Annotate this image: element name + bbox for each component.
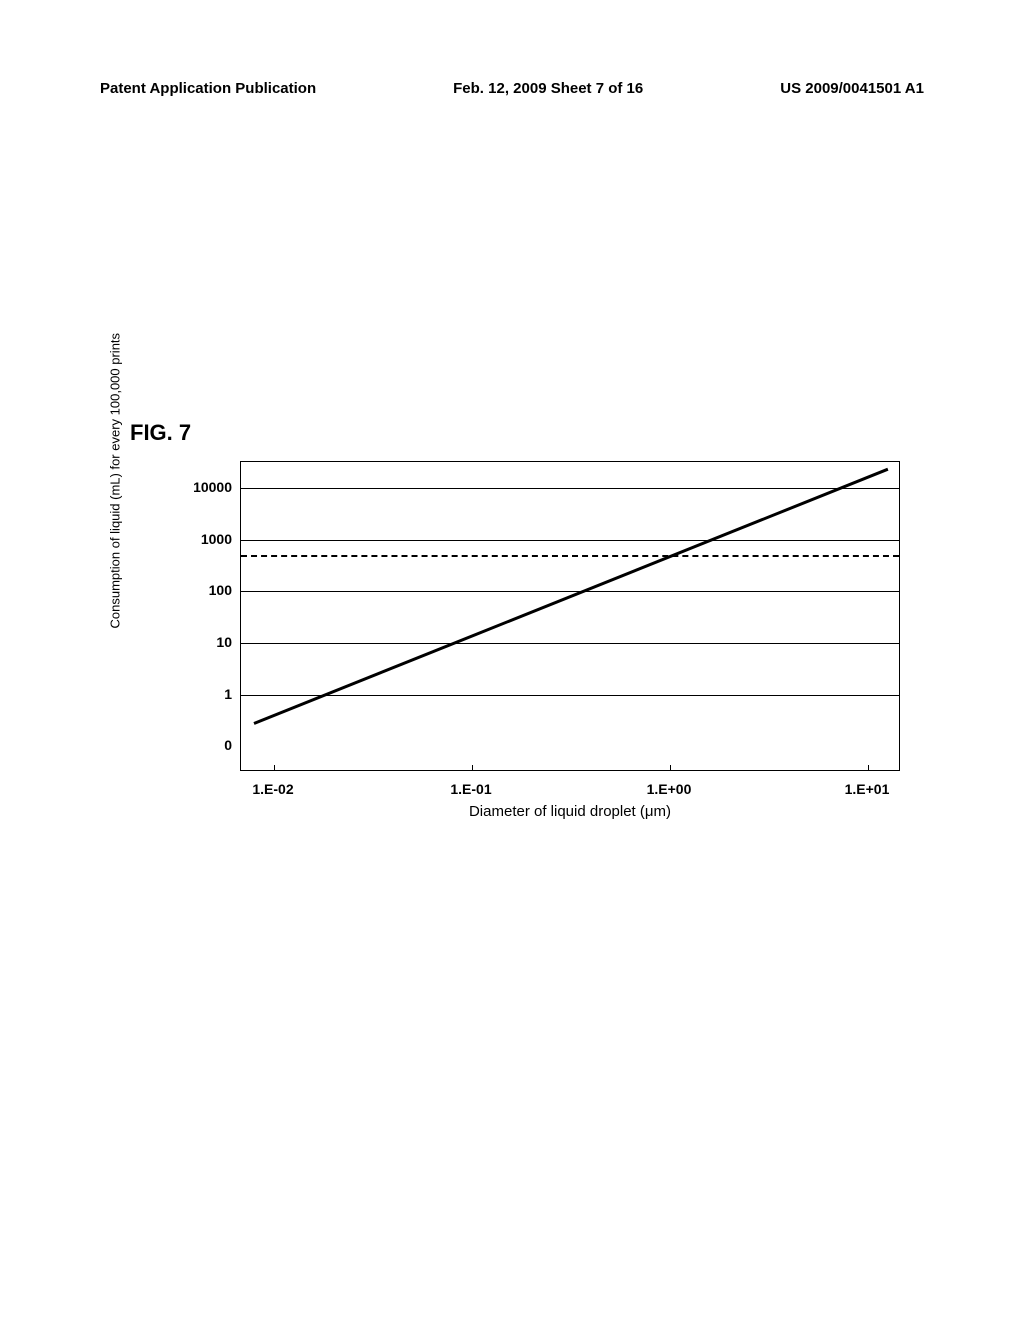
gridline: [241, 488, 899, 489]
plot-area: Diameter of liquid droplet (μm): [240, 461, 900, 771]
x-axis-label: Diameter of liquid droplet (μm): [469, 803, 671, 820]
header-right: US 2009/0041501 A1: [780, 80, 924, 97]
page-header: Patent Application Publication Feb. 12, …: [0, 80, 1024, 97]
x-tick-label: 1.E-02: [252, 781, 293, 797]
y-tick-label: 1: [224, 686, 232, 702]
x-tick-mark: [274, 765, 275, 771]
x-tick-mark: [670, 765, 671, 771]
gridline: [241, 540, 899, 541]
gridline: [241, 591, 899, 592]
y-tick-label: 100: [209, 582, 232, 598]
y-tick-label: 10000: [193, 479, 232, 495]
x-tick-label: 1.E-01: [450, 781, 491, 797]
y-tick-label: 0: [224, 737, 232, 753]
x-tick-mark: [472, 765, 473, 771]
gridline: [241, 695, 899, 696]
figure-title: FIG. 7: [130, 420, 930, 446]
x-tick-label: 1.E+01: [845, 781, 890, 797]
header-left: Patent Application Publication: [100, 80, 316, 97]
y-tick-label: 1000: [201, 531, 232, 547]
x-tick-mark: [868, 765, 869, 771]
header-center: Feb. 12, 2009 Sheet 7 of 16: [453, 80, 643, 97]
y-tick-label: 10: [216, 634, 232, 650]
y-axis-label: Consumption of liquid (mL) for every 100…: [108, 333, 123, 629]
gridline: [241, 643, 899, 644]
x-tick-label: 1.E+00: [647, 781, 692, 797]
figure-container: FIG. 7 Consumption of liquid (mL) for ev…: [130, 420, 930, 831]
data-line: [254, 468, 889, 725]
chart: Consumption of liquid (mL) for every 100…: [130, 451, 930, 831]
reference-line: [241, 555, 899, 557]
